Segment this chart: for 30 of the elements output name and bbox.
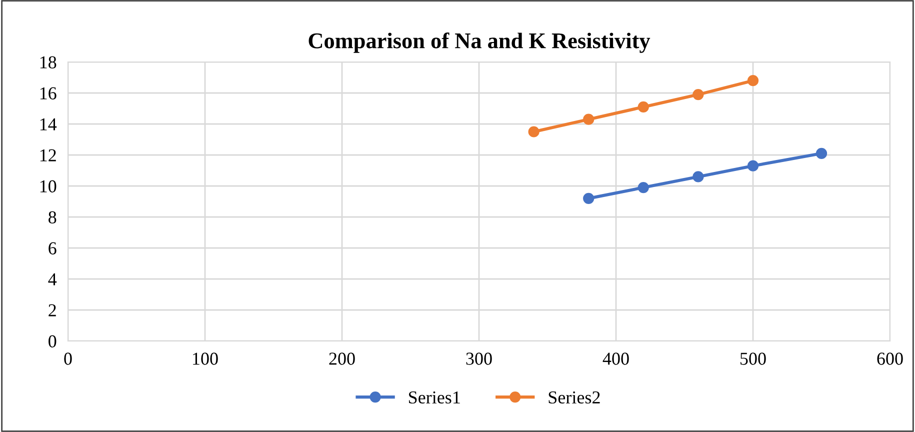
y-tick-label: 12 — [40, 149, 56, 162]
y-tick-label: 16 — [40, 87, 56, 100]
y-tick-label: 4 — [48, 273, 57, 286]
point — [692, 88, 704, 100]
x-tick-label: 300 — [466, 352, 492, 365]
chart-title: Comparison of Na and K Resistivity — [308, 32, 650, 53]
y-tick-label: 8 — [48, 211, 56, 224]
point — [583, 114, 594, 125]
y-tick-label: 14 — [40, 118, 57, 130]
y-tick-label: 6 — [48, 242, 56, 254]
point — [528, 126, 540, 138]
point — [638, 101, 649, 113]
legend-label: Series2 — [548, 391, 600, 404]
point — [638, 182, 649, 194]
point — [747, 75, 759, 86]
point — [692, 171, 704, 182]
x-tick-label: 500 — [740, 352, 766, 365]
y-tick-label: 0 — [48, 335, 56, 348]
point — [583, 192, 594, 204]
point — [747, 160, 759, 172]
y-tick-label: 10 — [40, 180, 56, 192]
x-tick-label: 0 — [64, 352, 72, 365]
x-tick-label: 600 — [877, 352, 903, 365]
x-tick-label: 200 — [329, 352, 355, 365]
y-tick-label: 18 — [40, 56, 56, 68]
x-tick-label: 400 — [602, 352, 629, 365]
legend-label: Series1 — [409, 391, 460, 404]
y-tick-label: 2 — [48, 304, 56, 316]
x-tick-label: 100 — [193, 352, 218, 365]
point — [816, 148, 828, 160]
